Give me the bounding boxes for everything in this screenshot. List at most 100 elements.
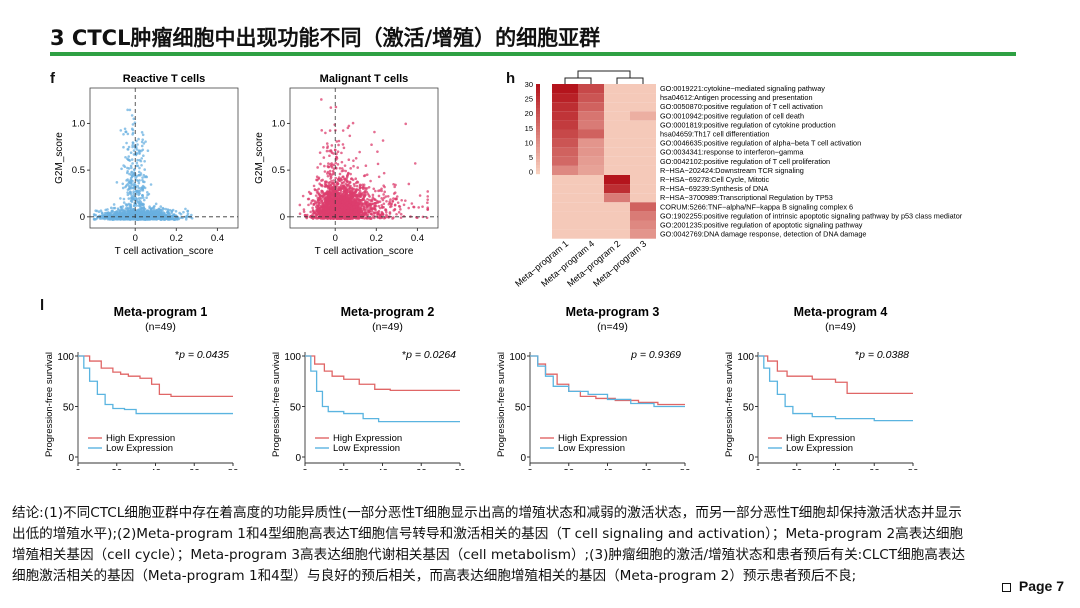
scatter-point: [363, 174, 367, 177]
scatter-point: [347, 124, 351, 128]
heatmap-term-label: R−HSA−3700989:Transcriptional Regulation…: [660, 193, 833, 202]
heatmap-cell: [578, 220, 604, 230]
scatter-point: [112, 203, 116, 206]
pvalue-star: *: [175, 349, 179, 361]
legend-swatch: [536, 123, 540, 127]
scatter-point: [367, 210, 371, 214]
scatter-point: [130, 158, 134, 161]
scatter-point: [313, 188, 317, 191]
scatter-panel: Malignant T cells 0 0.2 0.4 1.0 0.5 0 T cell ac…: [254, 73, 439, 257]
heatmap-term-label: hsa04612:Antigen processing and presenta…: [660, 93, 813, 102]
scatter-point: [386, 194, 390, 198]
scatter-point: [186, 212, 190, 216]
scatter-point: [346, 198, 349, 202]
survival-low-curve: [758, 355, 913, 422]
scatter-ylabel: G2M_score: [54, 132, 65, 184]
scatter-point: [142, 142, 146, 145]
scatter-point: [147, 212, 150, 216]
scatter-point: [341, 129, 345, 132]
scatter-point: [352, 182, 356, 186]
scatter-point: [137, 196, 141, 200]
heatmap-cell: [630, 165, 656, 175]
scatter-point: [337, 143, 340, 147]
scatter-point: [352, 164, 355, 168]
dendro-branch: [616, 77, 644, 84]
legend-swatch: [536, 90, 540, 94]
scatter-point: [325, 142, 329, 145]
scatter-point: [373, 198, 377, 201]
scatter-point: [124, 210, 127, 214]
scatter-point: [129, 190, 132, 193]
scatter-point: [410, 202, 414, 205]
scatter-point: [357, 209, 361, 213]
scatter-point: [330, 213, 334, 217]
scatter-point: [334, 105, 338, 109]
scatter-point: [382, 196, 386, 200]
heatmap-cell: [552, 229, 578, 239]
scatter-point: [322, 211, 325, 215]
scatter-point: [337, 176, 341, 179]
survival-xtick-label: 0: [302, 468, 308, 470]
scatter-point: [334, 176, 337, 180]
scatter-point: [125, 203, 128, 207]
scatter-point: [404, 122, 408, 126]
scatter-point: [393, 191, 397, 194]
scatter-point: [145, 196, 148, 200]
survival-ytick-label: 100: [57, 352, 74, 363]
scatter-point: [325, 184, 328, 187]
scatter-panel-title: Malignant T cells: [320, 73, 409, 85]
scatter-point: [337, 139, 341, 143]
scatter-point: [391, 199, 395, 203]
scatter-point: [327, 190, 330, 194]
scatter-point: [127, 145, 131, 149]
scatter-point: [351, 121, 355, 125]
scatter-point: [122, 197, 126, 201]
heatmap-cell: [578, 211, 604, 221]
scatter-point: [385, 213, 388, 217]
legend-high-label: High Expression: [558, 433, 627, 444]
scatter-point: [132, 149, 136, 152]
scatter-point: [128, 108, 132, 112]
scatter-point: [302, 208, 306, 211]
pvalue-text: p = 0.9369: [630, 349, 681, 361]
scatter-point: [339, 210, 343, 214]
legend-tick: 20: [525, 109, 533, 118]
scatter-point: [343, 198, 347, 201]
scatter-point: [109, 206, 113, 210]
scatter-point: [382, 216, 386, 220]
scatter-point: [106, 208, 109, 211]
heatmap-cell: [604, 93, 630, 103]
scatter-point: [190, 216, 194, 220]
scatter-point: [135, 190, 139, 194]
scatter-point: [131, 123, 135, 126]
scatter-point: [134, 198, 137, 201]
scatter-point: [327, 194, 331, 198]
scatter-point: [381, 139, 385, 142]
scatter-point: [184, 218, 188, 221]
scatter-point: [352, 159, 355, 162]
scatter-point: [319, 210, 322, 214]
scatter-point: [332, 163, 336, 167]
scatter-point: [348, 180, 352, 184]
scatter-point: [377, 175, 381, 179]
scatter-point: [372, 207, 376, 210]
scatter-point: [122, 145, 125, 149]
scatter-point: [152, 210, 156, 214]
legend-swatch: [536, 96, 540, 100]
scatter-point: [149, 216, 153, 220]
scatter-point: [363, 194, 366, 198]
survival-low-curve: [78, 355, 233, 415]
survival-ylabel: Progression-free survival: [44, 352, 55, 457]
scatter-point: [139, 196, 143, 200]
heatmap-cell: [578, 156, 604, 166]
scatter-point: [360, 203, 364, 206]
scatter-point: [136, 211, 140, 214]
scatter-point: [145, 191, 149, 194]
scatter-point: [135, 164, 138, 168]
scatter-xlabel: T cell activation_score: [115, 246, 214, 257]
legend-swatch: [536, 99, 540, 103]
scatter-point: [103, 217, 107, 221]
scatter-point: [342, 177, 346, 181]
scatter-point: [138, 149, 142, 152]
survival-ytick-label: 100: [284, 352, 301, 363]
